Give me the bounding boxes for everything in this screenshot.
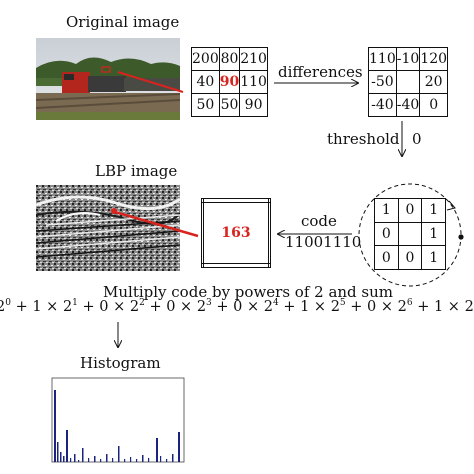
bit-cell: 1	[421, 245, 446, 270]
formula-term-3: 0 × 23 +	[166, 298, 229, 315]
threshold-value: 0	[412, 130, 422, 148]
formula-term-7: 1 × 27 =	[433, 298, 474, 315]
result-cell	[267, 262, 272, 269]
diff-cell: 120	[419, 47, 449, 71]
lbp-value-cell: 163	[203, 202, 269, 264]
train-photo-icon	[36, 38, 180, 120]
diff-cell: -50	[368, 70, 397, 94]
start-dot	[458, 234, 464, 240]
multiply-caption: Multiply code by powers of 2 and sum	[103, 283, 394, 301]
pixel-cell: 50	[218, 93, 241, 117]
result-cell	[200, 262, 205, 269]
histogram-title: Histogram	[80, 354, 161, 372]
lbp-result-matrix: 163	[200, 197, 272, 269]
zoom-line-lbp	[114, 210, 199, 238]
differences-label: differences	[278, 63, 363, 81]
lbp-texture-icon	[36, 185, 180, 271]
pixel-cell: 110	[239, 70, 268, 94]
center-pixel-cell: 90	[218, 70, 241, 94]
pixel-cell: 90	[239, 93, 268, 117]
lbp-image	[36, 185, 180, 271]
code-label: code	[301, 212, 337, 230]
pixel-cell: 50	[191, 93, 220, 117]
clockwise-circle	[358, 183, 462, 287]
lbp-image-title: LBP image	[95, 162, 178, 180]
clockwise-arrowhead-icon	[446, 200, 456, 211]
pixel-cell: 210	[239, 47, 268, 71]
threshold-label: threshold	[327, 130, 400, 148]
pixel-cell: 200	[191, 47, 220, 71]
original-image-title: Original image	[66, 13, 180, 31]
zoom-line-original	[117, 71, 184, 93]
result-cell	[267, 197, 272, 204]
diff-cell: 110	[368, 47, 397, 71]
formula-term-4: 0 × 24 +	[233, 298, 296, 315]
formula-line: 20 + 1 × 21 + 0 × 22 + 0 × 23 + 0 × 24 +…	[0, 298, 474, 315]
diff-cell: 20	[419, 70, 449, 94]
sum-formula: 20 + 1 × 21 + 0 × 22 + 0 × 23 + 0 × 24 +…	[0, 298, 474, 320]
bit-cell: 1	[421, 198, 446, 223]
result-cell	[200, 197, 205, 204]
diff-cell: -40	[368, 93, 397, 117]
original-image	[36, 38, 180, 120]
histogram-plot-icon	[48, 372, 188, 468]
diff-cell: 0	[419, 93, 449, 117]
formula-term-5: 1 × 25 +	[300, 298, 363, 315]
code-bits: 11001110	[285, 233, 362, 251]
difference-matrix: 110 -10 120 -50 20 -40 -40 0	[368, 47, 449, 117]
histogram-image	[48, 372, 188, 468]
pixel-matrix: 200 80 210 40 90 110 50 50 90	[191, 47, 268, 117]
formula-term-2: 0 × 22 +	[99, 298, 162, 315]
formula-term-1: 1 × 21 +	[32, 298, 95, 315]
formula-term-0: 20 +	[0, 298, 28, 315]
formula-term-6: 0 × 26 +	[367, 298, 430, 315]
